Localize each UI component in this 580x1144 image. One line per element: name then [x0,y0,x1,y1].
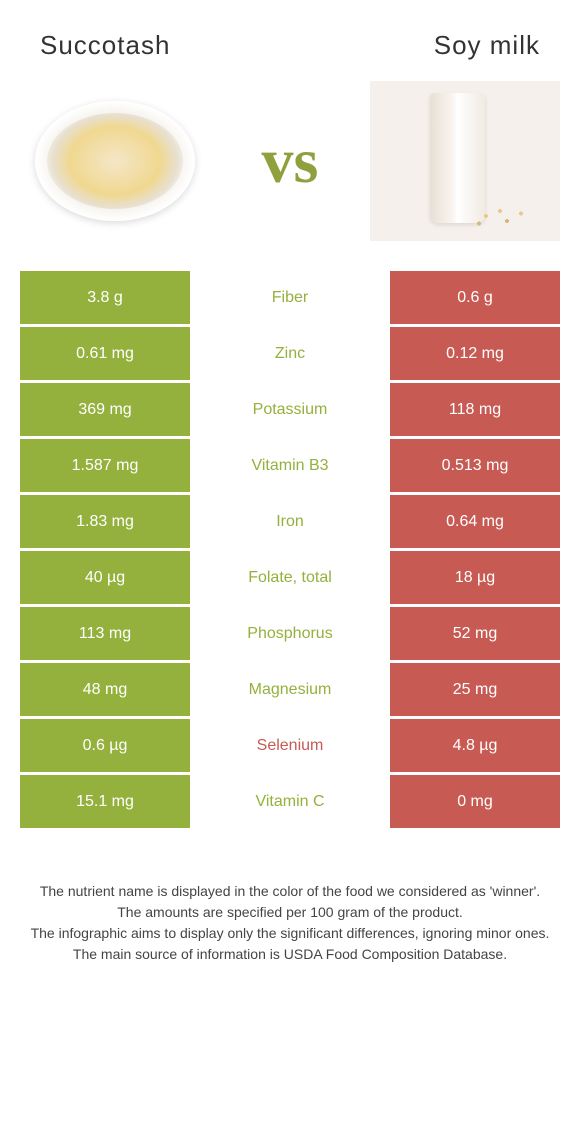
header: Succotash Soy milk [0,0,580,81]
nutrient-label: Potassium [190,383,390,436]
table-row: 15.1 mgVitamin C0 mg [20,775,560,831]
table-row: 369 mgPotassium118 mg [20,383,560,439]
succotash-image [20,81,210,241]
left-value: 40 µg [20,551,190,604]
glass-icon [370,81,560,241]
right-value: 0.64 mg [390,495,560,548]
left-value: 369 mg [20,383,190,436]
nutrient-label: Phosphorus [190,607,390,660]
right-value: 18 µg [390,551,560,604]
right-value: 25 mg [390,663,560,716]
nutrient-label: Zinc [190,327,390,380]
soymilk-image [370,81,560,241]
left-value: 15.1 mg [20,775,190,828]
table-row: 0.61 mgZinc0.12 mg [20,327,560,383]
table-row: 1.83 mgIron0.64 mg [20,495,560,551]
table-row: 113 mgPhosphorus52 mg [20,607,560,663]
table-row: 1.587 mgVitamin B30.513 mg [20,439,560,495]
right-value: 0.513 mg [390,439,560,492]
nutrient-label: Iron [190,495,390,548]
right-value: 0.6 g [390,271,560,324]
nutrient-table: 3.8 gFiber0.6 g0.61 mgZinc0.12 mg369 mgP… [0,271,580,831]
right-food-title: Soy milk [434,30,540,61]
right-value: 0 mg [390,775,560,828]
nutrient-label: Vitamin C [190,775,390,828]
image-row: vs [0,81,580,271]
footer-line: The infographic aims to display only the… [30,923,550,944]
left-value: 0.61 mg [20,327,190,380]
footer-line: The nutrient name is displayed in the co… [30,881,550,902]
nutrient-label: Fiber [190,271,390,324]
footer-line: The amounts are specified per 100 gram o… [30,902,550,923]
left-food-title: Succotash [40,30,170,61]
left-value: 113 mg [20,607,190,660]
plate-icon [35,101,195,221]
nutrient-label: Selenium [190,719,390,772]
vs-label: vs [262,124,319,198]
footer-notes: The nutrient name is displayed in the co… [0,831,580,1005]
left-value: 3.8 g [20,271,190,324]
footer-line: The main source of information is USDA F… [30,944,550,965]
nutrient-label: Folate, total [190,551,390,604]
nutrient-label: Vitamin B3 [190,439,390,492]
left-value: 1.587 mg [20,439,190,492]
table-row: 40 µgFolate, total18 µg [20,551,560,607]
right-value: 118 mg [390,383,560,436]
table-row: 48 mgMagnesium25 mg [20,663,560,719]
infographic-container: Succotash Soy milk vs 3.8 gFiber0.6 g0.6… [0,0,580,1005]
table-row: 3.8 gFiber0.6 g [20,271,560,327]
table-row: 0.6 µgSelenium4.8 µg [20,719,560,775]
left-value: 1.83 mg [20,495,190,548]
right-value: 52 mg [390,607,560,660]
right-value: 0.12 mg [390,327,560,380]
left-value: 0.6 µg [20,719,190,772]
nutrient-label: Magnesium [190,663,390,716]
right-value: 4.8 µg [390,719,560,772]
left-value: 48 mg [20,663,190,716]
